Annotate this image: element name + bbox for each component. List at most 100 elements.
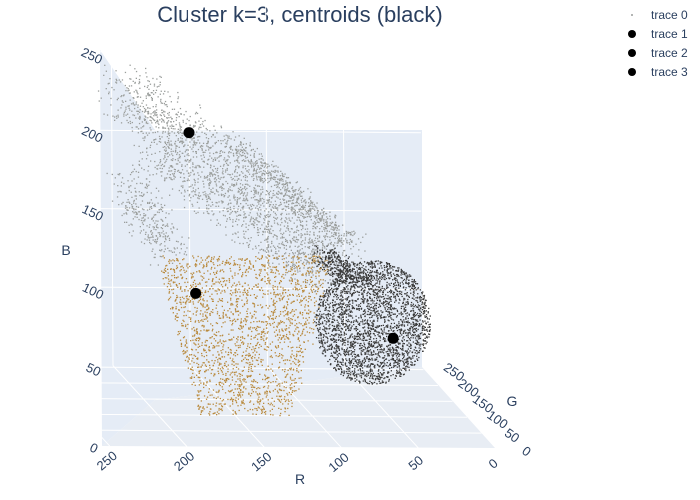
cluster-grey-point bbox=[309, 197, 311, 199]
cluster-tan-point bbox=[206, 354, 208, 357]
cluster-grey-point bbox=[255, 161, 257, 163]
cluster-tan-point bbox=[229, 317, 231, 319]
cluster-tan-point bbox=[202, 267, 204, 269]
cluster-grey-point bbox=[321, 247, 324, 249]
cluster-tan-point bbox=[306, 270, 309, 272]
cluster-tan-point bbox=[304, 334, 306, 336]
cluster-tan-point bbox=[216, 293, 218, 295]
cluster-tan-point bbox=[227, 287, 229, 289]
cluster-grey-point bbox=[160, 98, 162, 101]
cluster-tan-point bbox=[258, 353, 260, 356]
cluster-grey-point bbox=[242, 208, 244, 210]
cluster-grey-point bbox=[310, 208, 312, 210]
cluster-tan-point bbox=[301, 382, 303, 384]
cluster-grey-point bbox=[154, 203, 156, 205]
cluster-grey-point bbox=[264, 228, 266, 230]
cluster-grey-point bbox=[284, 274, 287, 276]
cluster-tan-point bbox=[197, 301, 199, 303]
cluster-tan-point bbox=[292, 294, 294, 296]
cluster-grey-point bbox=[155, 196, 157, 199]
cluster-grey-point bbox=[224, 146, 226, 148]
cluster-grey-point bbox=[222, 210, 224, 212]
cluster-grey-point bbox=[335, 232, 338, 234]
cluster-tan-point bbox=[267, 293, 269, 295]
cluster-tan-point bbox=[218, 315, 220, 317]
cluster-grey-point bbox=[236, 203, 238, 205]
cluster-grey-point bbox=[126, 87, 128, 89]
cluster-grey-point bbox=[296, 241, 298, 243]
cluster-grey-point bbox=[146, 147, 148, 150]
cluster-grey-point bbox=[270, 185, 273, 188]
cluster-grey-point bbox=[266, 226, 268, 228]
cluster-grey-point bbox=[259, 178, 261, 180]
cluster-grey-point bbox=[269, 215, 271, 217]
cluster-tan-point bbox=[203, 325, 205, 327]
cluster-tan-point bbox=[282, 297, 284, 299]
cluster-grey-point bbox=[304, 228, 307, 230]
cluster-tan-point bbox=[260, 287, 263, 289]
cluster-grey-point bbox=[156, 119, 159, 121]
cluster-tan-point bbox=[240, 320, 242, 322]
cluster-grey-point bbox=[174, 169, 176, 171]
cluster-grey-point bbox=[160, 209, 163, 211]
cluster-grey-point bbox=[262, 233, 264, 236]
cluster-tan-point bbox=[220, 292, 222, 294]
cluster-grey-point bbox=[324, 226, 327, 228]
cluster-grey-point bbox=[144, 220, 146, 222]
cluster-grey-point bbox=[258, 168, 261, 170]
cluster-grey-point bbox=[286, 206, 288, 208]
cluster-tan-point bbox=[208, 346, 210, 348]
cluster-grey-point bbox=[154, 256, 156, 259]
cluster-tan-point bbox=[318, 275, 320, 277]
cluster-grey-point bbox=[159, 119, 161, 121]
cluster-grey-point bbox=[202, 191, 204, 194]
cluster-grey-point bbox=[313, 233, 315, 235]
cluster-tan-point bbox=[193, 279, 196, 282]
cluster-tan-point bbox=[238, 281, 240, 283]
cluster-tan-point bbox=[231, 275, 233, 277]
cluster-tan-point bbox=[211, 285, 213, 287]
cluster-tan-point bbox=[182, 350, 184, 353]
cluster-tan-point bbox=[283, 386, 285, 388]
cluster-tan-point bbox=[230, 390, 232, 393]
cluster-tan-point bbox=[187, 310, 189, 312]
cluster-grey-point bbox=[226, 135, 229, 137]
cluster-grey-point bbox=[228, 152, 230, 154]
cluster-grey-point bbox=[168, 127, 170, 129]
cluster-tan-point bbox=[265, 390, 268, 392]
cluster-grey-point bbox=[133, 144, 135, 147]
cluster-tan-point bbox=[209, 288, 211, 290]
cluster-grey-point bbox=[264, 174, 266, 176]
cluster-tan-point bbox=[317, 261, 319, 263]
cluster-grey-point bbox=[253, 173, 255, 175]
cluster-grey-point bbox=[285, 180, 287, 182]
cluster-grey-point bbox=[265, 163, 267, 165]
cluster-grey-point bbox=[288, 195, 290, 197]
cluster-tan-point bbox=[322, 264, 324, 266]
cluster-tan-point bbox=[198, 376, 200, 379]
cluster-grey-point bbox=[236, 175, 238, 178]
cluster-grey-point bbox=[170, 121, 172, 123]
cluster-tan-point bbox=[293, 355, 295, 357]
cluster-tan-point bbox=[268, 316, 270, 319]
cluster-grey-point bbox=[126, 201, 128, 203]
cluster-tan-point bbox=[206, 317, 208, 319]
cluster-grey-point bbox=[179, 107, 182, 110]
cluster-grey-point bbox=[128, 231, 131, 234]
cluster-grey-point bbox=[133, 202, 135, 204]
cluster-grey-point bbox=[240, 144, 242, 146]
cluster-tan-point bbox=[234, 309, 237, 311]
cluster-tan-point bbox=[279, 361, 281, 364]
cluster-grey-point bbox=[286, 262, 288, 264]
cluster-dark-point bbox=[329, 335, 331, 337]
cluster-grey-point bbox=[265, 256, 267, 258]
cluster-grey-point bbox=[164, 141, 166, 143]
cluster-tan-point bbox=[221, 352, 223, 354]
cluster-tan-point bbox=[248, 328, 250, 330]
cluster-tan-point bbox=[221, 386, 223, 388]
cluster-tan-point bbox=[235, 290, 237, 292]
cluster-tan-point bbox=[234, 374, 236, 376]
cluster-tan-point bbox=[301, 300, 303, 302]
cluster-grey-point bbox=[147, 122, 149, 125]
cluster-grey-point bbox=[136, 211, 138, 214]
